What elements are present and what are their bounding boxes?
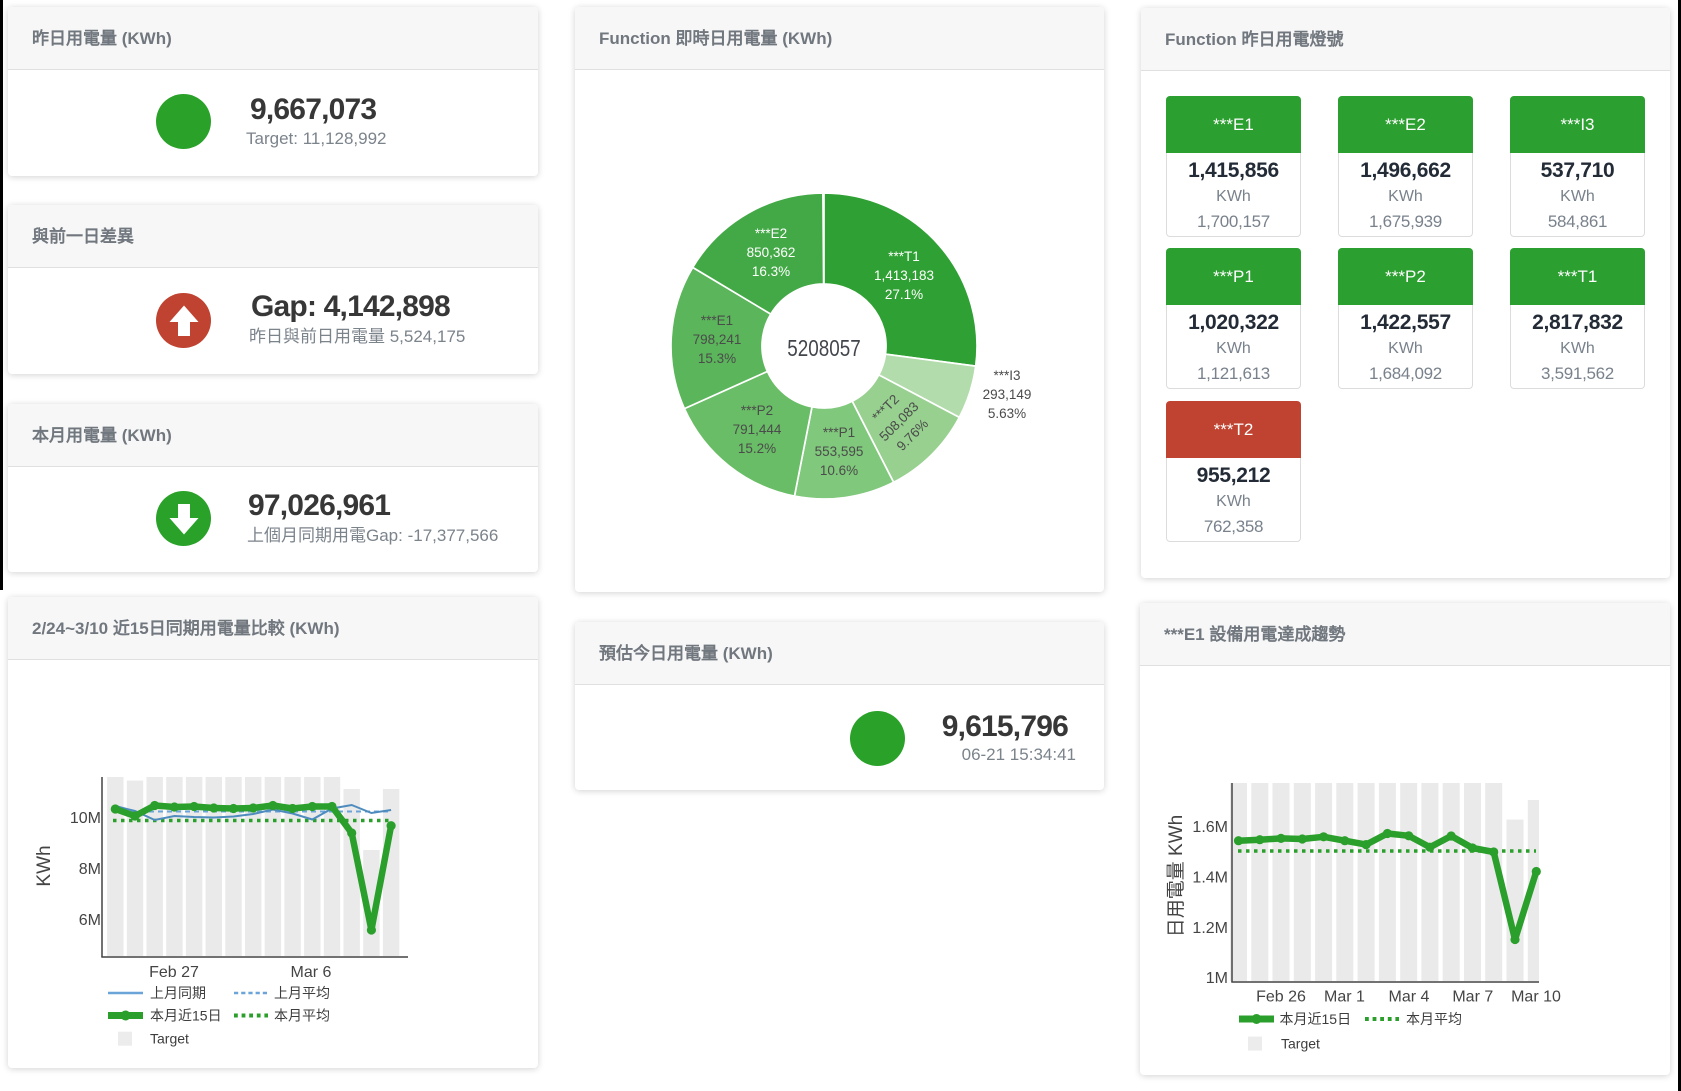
svg-text:本月近15日: 本月近15日 (1280, 1011, 1352, 1027)
svg-text:10M: 10M (70, 810, 101, 827)
svg-text:本月平均: 本月平均 (1406, 1011, 1462, 1027)
svg-text:Mar 1: Mar 1 (1324, 989, 1365, 1006)
svg-text:Feb 27: Feb 27 (149, 964, 199, 981)
svg-text:1.2M: 1.2M (1192, 920, 1228, 937)
svg-text:上月平均: 上月平均 (274, 985, 330, 1001)
svg-text:Mar 10: Mar 10 (1511, 989, 1561, 1006)
svg-text:1.4M: 1.4M (1192, 869, 1228, 886)
svg-text:1M: 1M (1206, 970, 1228, 987)
svg-text:日用電量 KWh: 日用電量 KWh (1166, 815, 1187, 937)
svg-text:Feb 26: Feb 26 (1256, 989, 1306, 1006)
svg-text:Mar 4: Mar 4 (1389, 989, 1430, 1006)
svg-text:本月平均: 本月平均 (274, 1008, 330, 1024)
svg-text:Target: Target (1281, 1036, 1320, 1052)
svg-text:6M: 6M (79, 912, 101, 929)
svg-text:Target: Target (150, 1031, 189, 1047)
svg-text:上月同期: 上月同期 (150, 985, 206, 1001)
svg-text:8M: 8M (79, 861, 101, 878)
svg-text:KWh: KWh (34, 845, 55, 886)
svg-text:本月近15日: 本月近15日 (150, 1008, 222, 1024)
svg-text:Mar 6: Mar 6 (291, 964, 332, 981)
svg-text:1.6M: 1.6M (1192, 819, 1228, 836)
svg-text:Mar 7: Mar 7 (1452, 989, 1493, 1006)
